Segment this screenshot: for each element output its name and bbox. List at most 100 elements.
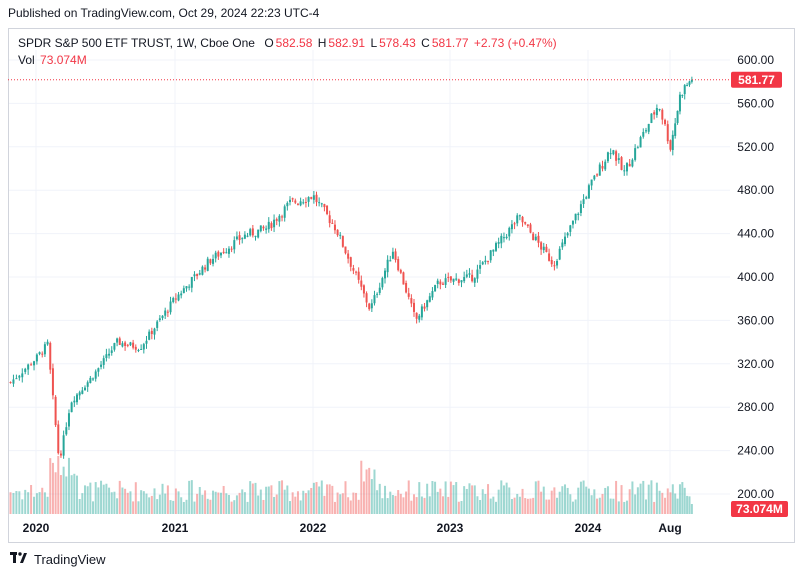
candle-body [460,280,463,283]
candle-body [341,236,344,247]
candle-body [492,249,495,252]
volume-bar [647,484,650,514]
volume-bar [420,496,423,514]
volume-bar [150,495,153,514]
volume-bar [166,485,169,514]
last-price-tag: 581.77 [731,71,782,88]
volume-bar [259,489,262,514]
candle-body [46,341,49,345]
candle-body [601,166,604,169]
volume-bar [62,466,65,514]
candle-body [553,265,556,267]
candle-body [516,215,519,224]
volume-bar [508,487,511,514]
volume-bar [561,486,564,514]
volume-bar [185,499,188,514]
volume-bar [312,482,315,514]
candle-body [585,197,588,199]
candle-body [587,185,590,199]
candle-body [628,163,631,167]
volume-bar [201,494,204,514]
volume-bar [286,485,289,514]
candle-body [386,259,389,273]
candle-body [124,342,127,346]
volume-bar [100,480,103,514]
candle-body [281,216,284,218]
candle-body [500,235,503,244]
volume-bar [548,499,551,514]
volume-bar [418,482,421,514]
candle-body [571,221,574,225]
candle-body [497,242,500,244]
candle-body [381,278,384,288]
candle-body [671,134,674,151]
candle-body [376,293,379,295]
volume-bar [598,497,601,514]
candle-body [336,229,339,236]
candle-body [625,163,628,172]
candle-body [323,204,326,208]
candle-body [524,221,527,224]
candle-body [352,268,355,271]
x-tick-label: 2020 [23,521,50,535]
volume-bar [204,490,207,514]
volume-bar [378,483,381,514]
volume-bar [227,494,230,514]
candle-body [636,147,639,149]
candle-body [681,95,684,97]
volume-bar [650,480,653,514]
volume-bar [217,492,220,514]
candle-body [647,123,650,132]
candle-body [172,298,175,303]
y-tick-label: 600.00 [737,53,774,67]
volume-bar [78,498,81,514]
volume-bar [537,480,540,514]
y-tick-label: 360.00 [737,313,774,327]
candle-body [540,242,543,250]
footer[interactable]: TradingView [10,552,106,567]
candle-body [204,267,207,270]
volume-bar [102,484,105,514]
volume-bar [81,493,84,514]
candle-body [463,276,466,282]
candle-body [658,109,661,111]
volume-bar [129,491,132,514]
volume-bar [674,493,677,514]
candle-body [177,294,180,301]
volume-bar [405,491,408,514]
volume-bar [315,482,318,514]
volume-bar [283,489,286,514]
volume-bar [233,500,236,514]
volume-bar [529,498,532,514]
volume-bar [180,497,183,514]
volume-bar [108,487,111,514]
candle-body [569,225,572,232]
y-tick-label: 280.00 [737,400,774,414]
tradingview-logo-icon [10,552,28,567]
candlesticks [9,76,693,459]
candle-body [156,321,159,328]
y-tick-label: 200.00 [737,487,774,501]
candle-body [307,197,310,202]
y-tick-label: 240.00 [737,444,774,458]
candle-body [225,252,228,254]
symbol-title: SPDR S&P 500 ETF TRUST, 1W, Cboe One [18,36,255,50]
volume-bar [124,488,127,514]
volume-bar [38,492,41,514]
candle-body [566,233,569,236]
candle-body [593,175,596,180]
volume-bar [370,479,373,514]
volume-bar [569,494,572,514]
volume-bar [505,482,508,514]
volume-bar [653,501,656,514]
candle-body [639,137,642,148]
candle-body [105,354,108,359]
candle-body [465,274,468,277]
volume-bar [291,492,294,514]
volume-bar [434,481,437,514]
volume-bar [54,472,57,514]
candle-body [275,219,278,221]
volume-bar [193,501,196,514]
candle-body [542,246,545,251]
